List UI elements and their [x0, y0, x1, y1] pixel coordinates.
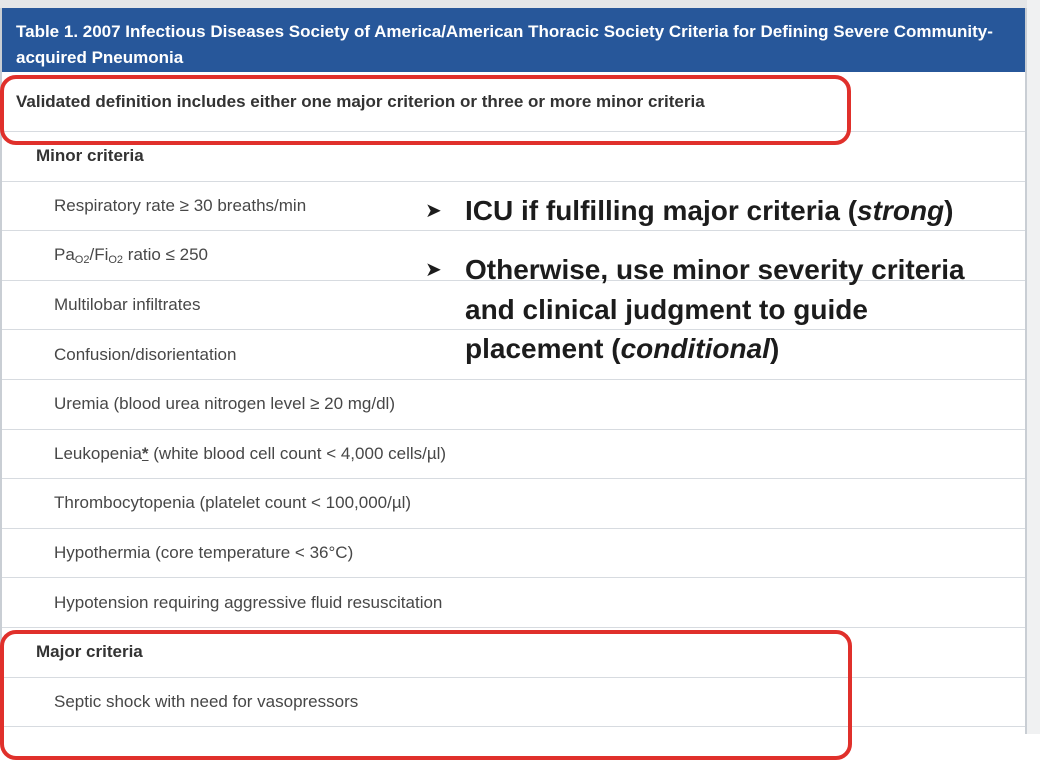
- major-criteria-header: Major criteria: [2, 628, 1025, 678]
- table-caption: Table 1. 2007 Infectious Diseases Societ…: [2, 8, 1025, 72]
- minor-item-multilobar: Multilobar infiltrates: [2, 281, 1025, 331]
- minor-item-respiratory-rate: Respiratory rate ≥ 30 breaths/min: [2, 182, 1025, 232]
- minor-item-pao2-fio2: PaO2/FiO2 ratio ≤ 250: [2, 231, 1025, 281]
- footnote-link[interactable]: *: [141, 443, 149, 463]
- item-text: Septic shock with need for vasopressors: [54, 691, 359, 711]
- minor-item-uremia: Uremia (blood urea nitrogen level ≥ 20 m…: [2, 380, 1025, 430]
- item-text: Thrombocytopenia (platelet count < 100,0…: [54, 493, 412, 513]
- item-text: Respiratory rate ≥ 30 breaths/min: [54, 195, 307, 215]
- arrow-bullet-icon: ➤: [425, 259, 442, 281]
- item-text: Hypothermia (core temperature < 36°C): [54, 543, 354, 563]
- minor-item-confusion: Confusion/disorientation: [2, 330, 1025, 380]
- overlay-bullet-icu: ➤ ICU if fulfilling major criteria (stron…: [425, 191, 953, 231]
- overlay-bullet-otherwise: ➤ Otherwise, use minor severity criteria …: [425, 250, 965, 368]
- minor-item-leukopenia: Leukopenia* (white blood cell count < 4,…: [2, 430, 1025, 480]
- major-item-septic-shock: Septic shock with need for vasopressors: [2, 678, 1025, 728]
- scroll-gutter: [1027, 0, 1040, 734]
- arrow-bullet-icon: ➤: [425, 200, 442, 222]
- item-text: Hypotension requiring aggressive fluid r…: [54, 592, 443, 612]
- highlight-box-definition: [0, 75, 851, 145]
- item-text: Multilobar infiltrates: [54, 295, 201, 315]
- item-text: Confusion/disorientation: [54, 344, 237, 364]
- minor-item-hypotension: Hypotension requiring aggressive fluid r…: [2, 578, 1025, 628]
- item-text: PaO2/FiO2 ratio ≤ 250: [54, 244, 208, 266]
- minor-criteria-header: Minor criteria: [2, 132, 1025, 182]
- definition-row: Validated definition includes either one…: [2, 72, 1025, 132]
- item-text: Leukopenia* (white blood cell count < 4,…: [54, 443, 447, 463]
- minor-item-thrombocytopenia: Thrombocytopenia (platelet count < 100,0…: [2, 479, 1025, 529]
- item-text: Uremia (blood urea nitrogen level ≥ 20 m…: [54, 394, 395, 414]
- top-strip: [0, 0, 1040, 8]
- criteria-table: Table 1. 2007 Infectious Diseases Societ…: [0, 8, 1027, 734]
- highlight-box-major: [0, 630, 852, 760]
- minor-item-hypothermia: Hypothermia (core temperature < 36°C): [2, 529, 1025, 579]
